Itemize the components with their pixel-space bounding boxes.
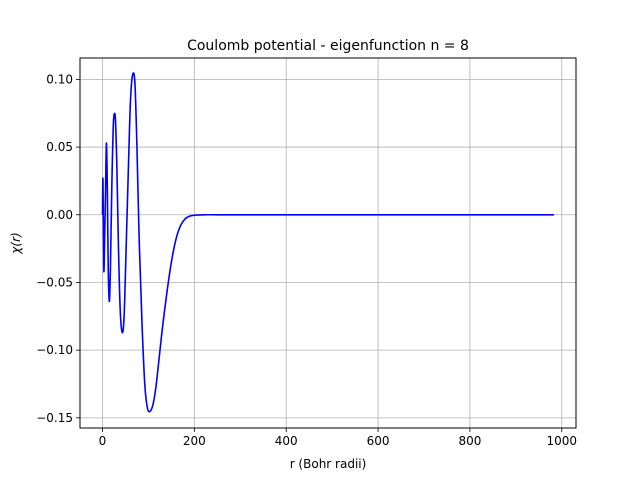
y-tick-label: −0.15 (36, 411, 73, 425)
x-tick-label: 200 (183, 434, 206, 448)
y-axis-label: χ(r) (9, 232, 23, 254)
x-axis-ticks: 0 200 400 600 800 1000 (99, 428, 577, 448)
x-tick-label: 0 (99, 434, 107, 448)
chart-title: Coulomb potential - eigenfunction n = 8 (187, 38, 469, 54)
x-tick-label: 400 (275, 434, 298, 448)
x-tick-label: 800 (458, 434, 481, 448)
y-tick-label: 0.05 (46, 140, 73, 154)
series-layer (101, 72, 554, 413)
y-tick-label: −0.10 (36, 343, 73, 357)
y-axis-ticks: 0.10 0.05 0.00 −0.05 −0.10 −0.15 (36, 72, 80, 425)
series-line (101, 72, 554, 413)
x-tick-label: 600 (367, 434, 390, 448)
x-tick-label: 1000 (546, 434, 577, 448)
y-tick-label: −0.05 (36, 275, 73, 289)
y-tick-label: 0.10 (46, 72, 73, 86)
x-axis-label: r (Bohr radii) (290, 457, 367, 471)
plot-area-frame (79, 57, 577, 429)
y-tick-label: 0.00 (46, 208, 73, 222)
